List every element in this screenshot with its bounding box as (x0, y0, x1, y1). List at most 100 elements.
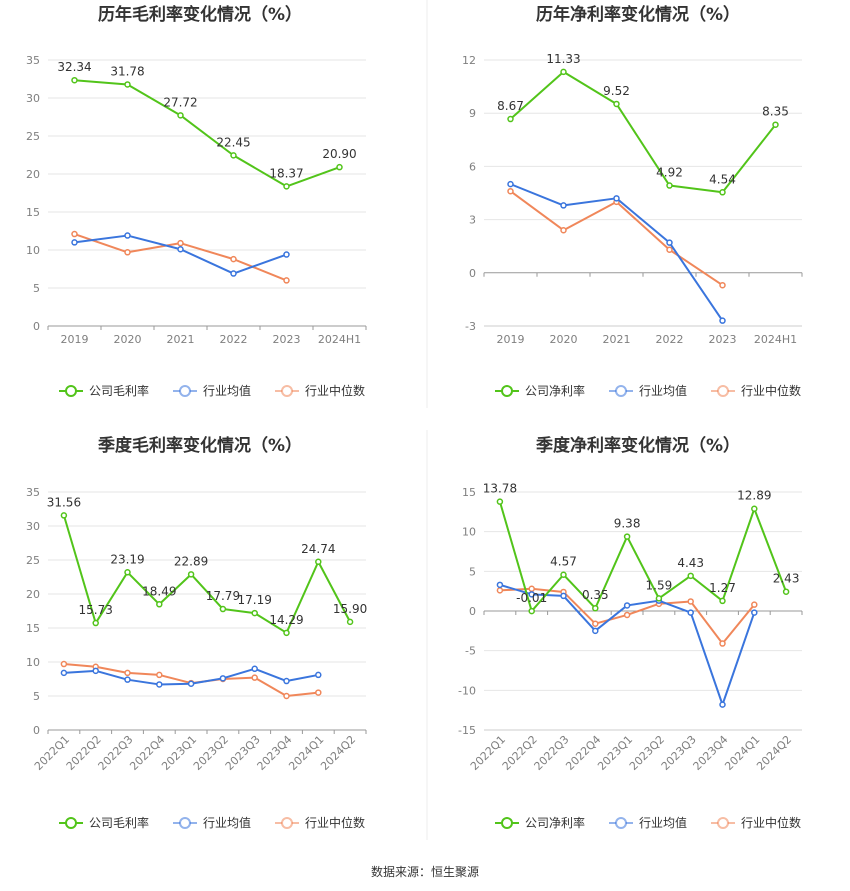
data-point[interactable] (560, 226, 567, 234)
data-point[interactable] (782, 588, 790, 595)
data-point[interactable] (719, 189, 726, 196)
data-point[interactable] (560, 68, 567, 76)
data-point[interactable] (560, 592, 567, 600)
data-point[interactable] (336, 163, 343, 171)
data-point[interactable] (528, 607, 535, 615)
data-point[interactable] (124, 249, 131, 256)
data-point[interactable] (156, 601, 163, 608)
legend-item[interactable]: 公司净利率 (495, 815, 585, 830)
data-point[interactable] (177, 245, 184, 253)
data-point[interactable] (92, 667, 99, 675)
data-point[interactable] (283, 692, 290, 700)
data-point[interactable] (751, 609, 758, 616)
data-point[interactable] (124, 569, 131, 576)
data-point[interactable] (219, 675, 227, 682)
data-point[interactable] (666, 246, 673, 253)
data-point[interactable] (230, 152, 237, 159)
data-point[interactable] (177, 239, 184, 247)
data-point[interactable] (92, 619, 99, 627)
data-point[interactable] (60, 512, 68, 519)
data-point[interactable] (613, 195, 620, 202)
legend-item[interactable]: 行业中位数 (275, 815, 365, 830)
data-point[interactable] (283, 629, 290, 637)
data-point[interactable] (719, 317, 726, 324)
data-point[interactable] (251, 665, 258, 673)
legend-item[interactable]: 行业中位数 (711, 383, 801, 398)
data-point[interactable] (496, 587, 504, 594)
legend-item[interactable]: 公司毛利率 (59, 815, 149, 830)
data-point[interactable] (346, 618, 354, 626)
data-point[interactable] (507, 115, 514, 123)
data-point[interactable] (71, 239, 78, 246)
x-tick-label: 2020 (550, 333, 578, 346)
data-point[interactable] (613, 100, 620, 108)
data-point[interactable] (719, 701, 726, 708)
legend-item[interactable]: 行业均值 (609, 815, 687, 830)
y-tick-label: 15 (26, 206, 40, 219)
data-point[interactable] (623, 533, 631, 540)
data-point[interactable] (124, 232, 131, 239)
data-point[interactable] (251, 609, 258, 617)
data-point[interactable] (230, 255, 237, 263)
data-point[interactable] (592, 627, 599, 635)
data-point[interactable] (124, 669, 131, 677)
data-point[interactable] (177, 112, 184, 119)
data-point[interactable] (592, 620, 599, 627)
data-point[interactable] (560, 202, 567, 209)
data-point[interactable] (592, 604, 599, 612)
data-point[interactable] (507, 180, 514, 188)
data-point[interactable] (71, 230, 78, 238)
legend-label: 行业中位数 (741, 815, 801, 830)
data-point[interactable] (251, 674, 258, 681)
legend-item[interactable]: 行业均值 (173, 383, 251, 398)
data-point[interactable] (751, 601, 758, 608)
data-point[interactable] (283, 677, 290, 685)
data-point[interactable] (315, 671, 322, 679)
legend-item[interactable]: 行业中位数 (275, 383, 365, 398)
data-point[interactable] (666, 182, 673, 189)
legend-item[interactable]: 公司净利率 (495, 383, 585, 398)
y-tick-label: 15 (462, 486, 476, 499)
data-point[interactable] (124, 81, 131, 88)
data-point[interactable] (283, 277, 290, 284)
data-point[interactable] (772, 121, 779, 128)
data-point[interactable] (751, 505, 758, 512)
data-point[interactable] (687, 572, 694, 580)
data-point[interactable] (507, 187, 514, 195)
data-point[interactable] (666, 239, 673, 246)
data-point[interactable] (71, 76, 78, 84)
data-point[interactable] (687, 609, 694, 616)
data-point[interactable] (283, 251, 290, 258)
data-point[interactable] (187, 680, 195, 688)
data-point[interactable] (560, 571, 567, 578)
data-point[interactable] (124, 676, 131, 683)
data-point[interactable] (60, 669, 68, 677)
data-point[interactable] (219, 605, 227, 613)
data-point[interactable] (719, 597, 726, 605)
chart-title: 季度毛利率变化情况（%） (98, 435, 302, 456)
legend-item[interactable]: 行业均值 (609, 383, 687, 398)
data-point[interactable] (496, 581, 504, 589)
data-point[interactable] (187, 571, 195, 578)
data-point[interactable] (156, 681, 163, 688)
legend-item[interactable]: 行业中位数 (711, 815, 801, 830)
data-point[interactable] (315, 689, 322, 696)
legend-item[interactable]: 公司毛利率 (59, 383, 149, 398)
data-label: 2.43 (773, 572, 800, 586)
data-point[interactable] (496, 498, 504, 505)
x-tick-label: 2024H1 (754, 333, 797, 346)
data-point[interactable] (719, 640, 726, 647)
data-point[interactable] (623, 602, 631, 609)
data-point[interactable] (60, 660, 68, 668)
data-point[interactable] (719, 281, 726, 289)
chart-panel-3: 季度毛利率变化情况（%）051015202530352022Q12022Q220… (26, 435, 367, 830)
data-point[interactable] (655, 595, 663, 602)
data-point[interactable] (623, 611, 631, 619)
data-point[interactable] (528, 591, 535, 598)
data-point[interactable] (156, 671, 163, 679)
data-point[interactable] (230, 270, 237, 277)
legend-item[interactable]: 行业均值 (173, 815, 251, 830)
data-point[interactable] (315, 558, 322, 566)
data-point[interactable] (687, 598, 694, 605)
data-point[interactable] (283, 183, 290, 190)
